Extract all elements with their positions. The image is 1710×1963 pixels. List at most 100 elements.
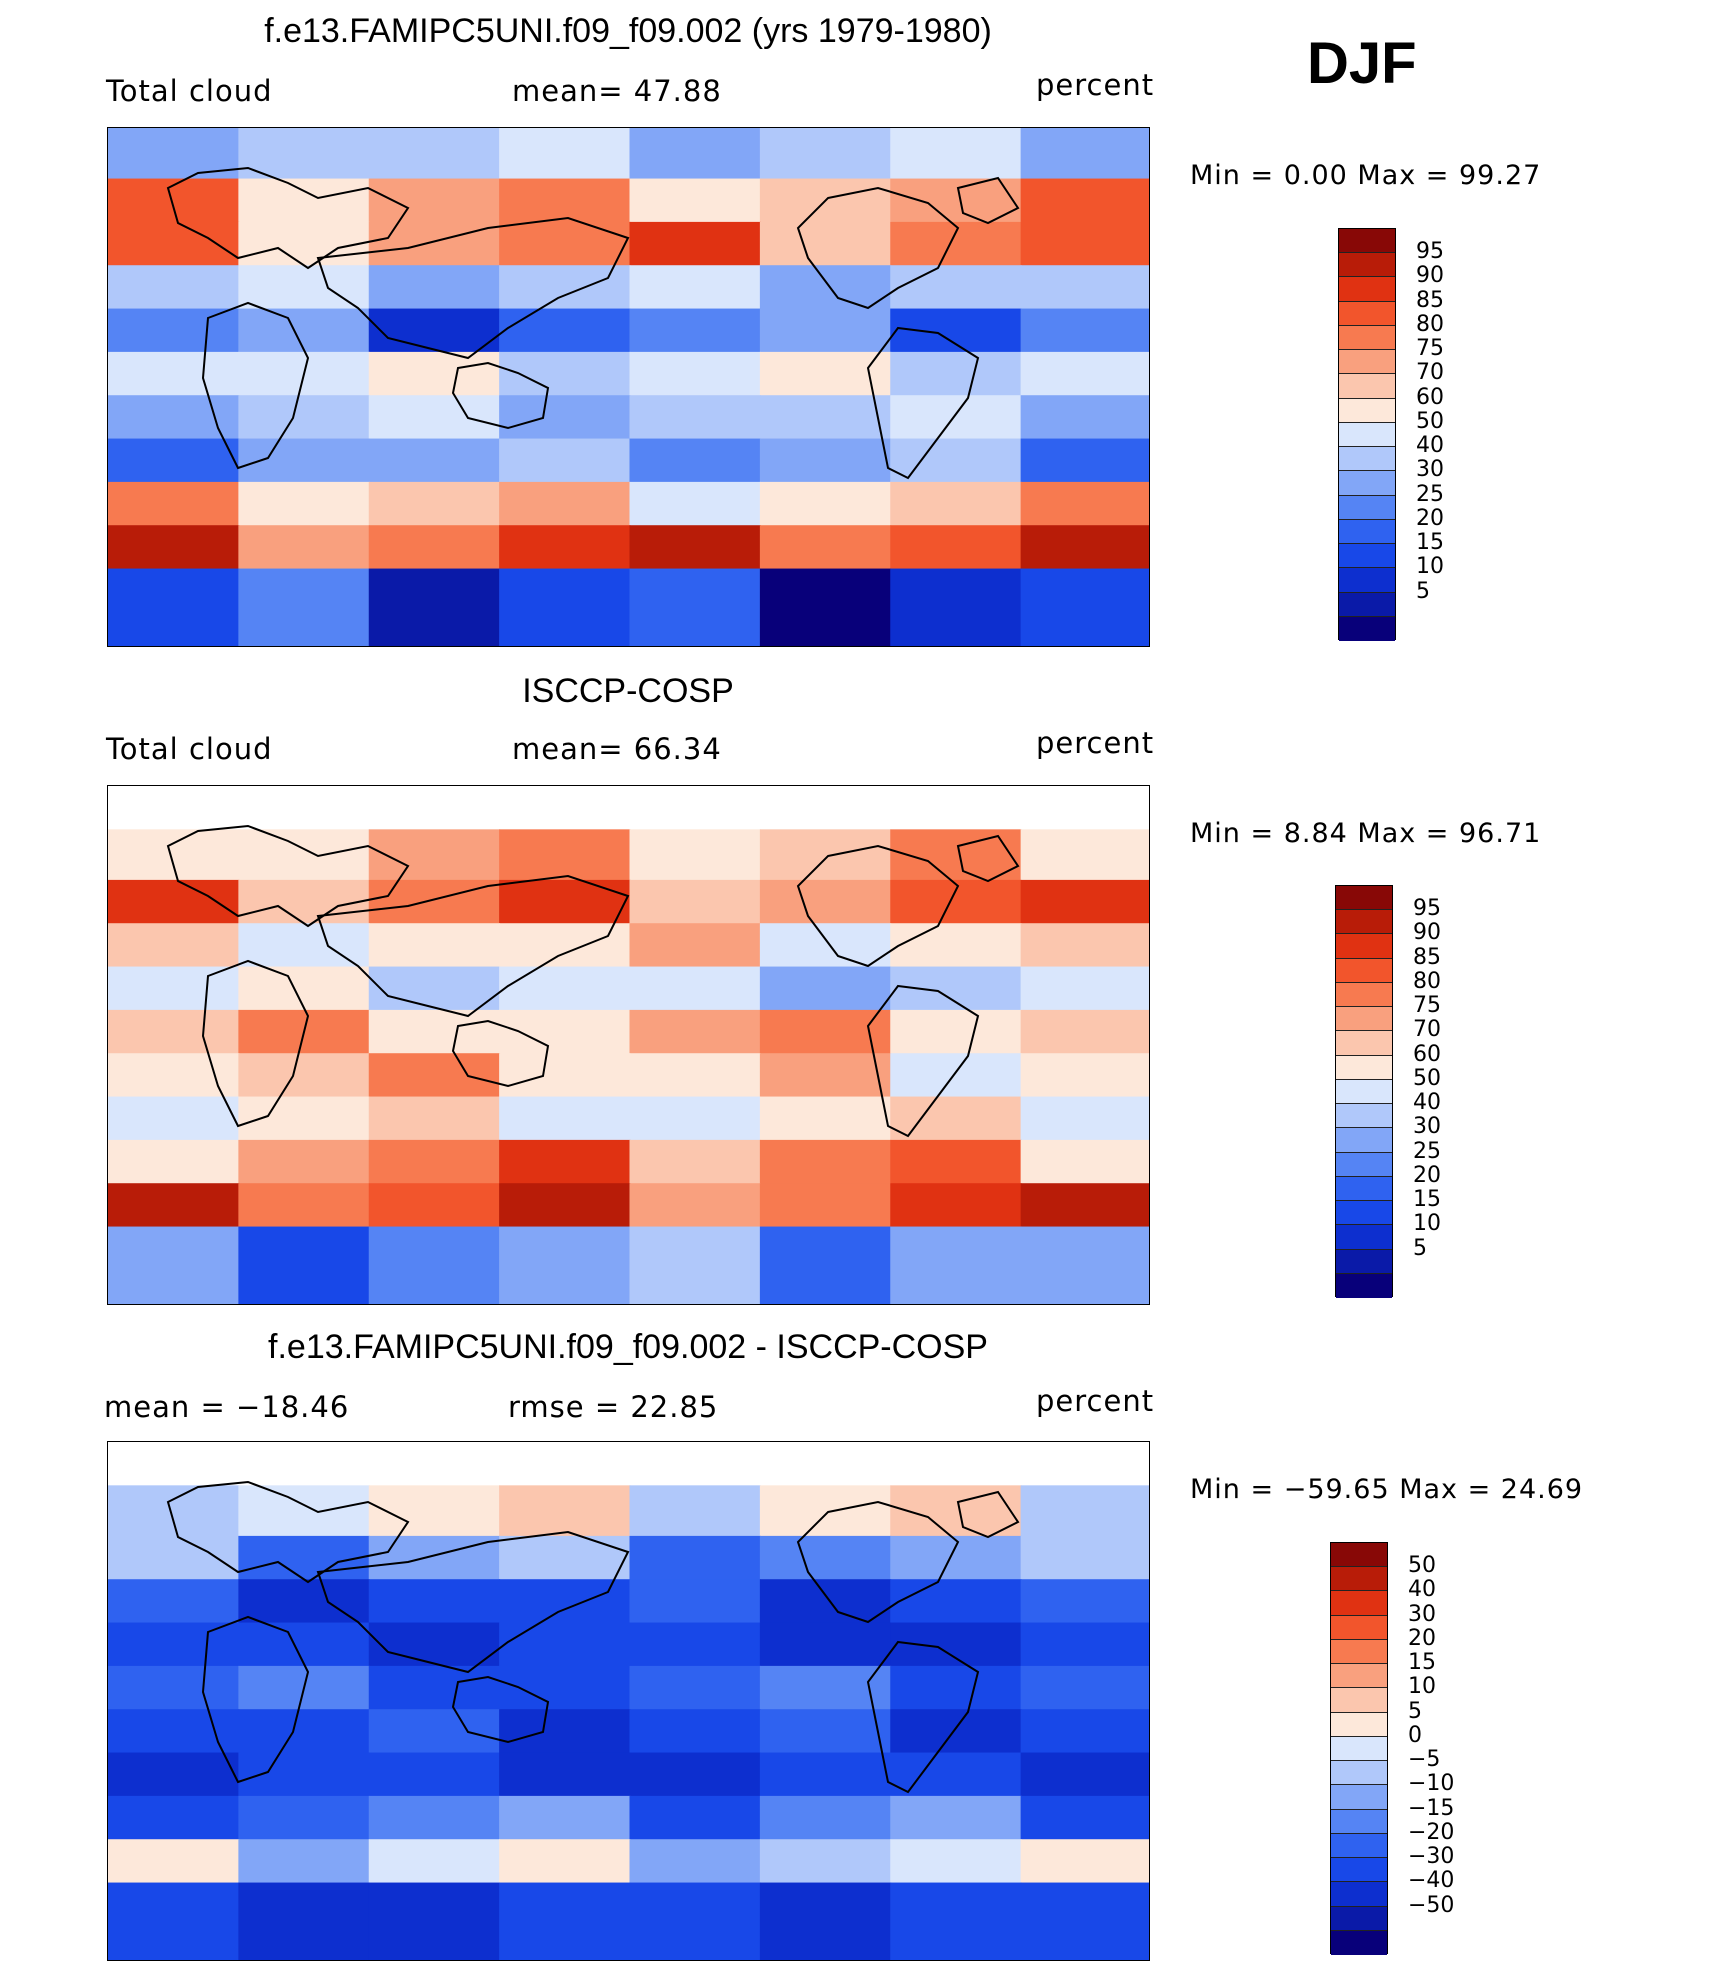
colorbar-swatch xyxy=(1336,1031,1392,1056)
map-cell xyxy=(629,438,761,483)
colorbar-tick-label: 40 xyxy=(1408,1577,1436,1603)
map-cell xyxy=(368,1009,501,1054)
map-cell xyxy=(759,1795,892,1840)
map-cell xyxy=(238,1053,370,1098)
colorbar-swatch xyxy=(1336,1176,1392,1202)
missing-data-region xyxy=(108,786,1149,830)
colorbar-tick-label: 75 xyxy=(1413,993,1441,1019)
colorbar-swatch xyxy=(1336,1055,1392,1080)
map-cell xyxy=(499,923,631,968)
map-cell xyxy=(368,1882,501,1960)
map-cell xyxy=(238,1709,370,1754)
colorbar-tick-label: −5 xyxy=(1408,1747,1441,1773)
map-cell xyxy=(238,879,370,924)
colorbar-swatch xyxy=(1336,1007,1392,1032)
colorbar-tick-label: 30 xyxy=(1413,1114,1441,1140)
map-cell xyxy=(238,481,370,526)
map-cell xyxy=(238,525,370,570)
map-cell xyxy=(890,1752,1022,1797)
coastline xyxy=(316,216,630,360)
coastline xyxy=(866,326,980,480)
colorbar-swatch xyxy=(1331,1906,1387,1931)
panel1-units-label: percent xyxy=(1036,68,1155,102)
map-cell xyxy=(1020,1535,1149,1580)
map-cell xyxy=(629,1139,761,1184)
map-cell xyxy=(890,1139,1022,1184)
map-cell xyxy=(890,1535,1022,1580)
map-cell xyxy=(238,1226,370,1304)
map-cell xyxy=(629,568,761,646)
colorbar-tick-label: 30 xyxy=(1408,1601,1436,1627)
map-cell xyxy=(108,481,240,526)
map-cell xyxy=(368,1665,501,1710)
map-cell xyxy=(108,1009,240,1054)
colorbar-tick-label: 90 xyxy=(1416,263,1444,289)
colorbar-tick-label: 5 xyxy=(1413,1235,1427,1261)
map-cell xyxy=(368,829,501,881)
panel1-colorbar-labels: 95 90 85 80 75 70 60 50 40 30 25 20 15 10 5 xyxy=(1416,228,1476,640)
panel1-mean-label: mean= 47.88 xyxy=(512,74,722,108)
panel1-minmax: Min = 0.00 Max = 99.27 xyxy=(1190,160,1542,191)
map-cell xyxy=(108,879,240,924)
map-cell xyxy=(629,1485,761,1537)
map-cell xyxy=(108,1795,240,1840)
map-cell xyxy=(108,1839,240,1884)
colorbar-tick-label: 75 xyxy=(1416,336,1444,362)
map-cell xyxy=(368,265,501,310)
map-cell xyxy=(368,1622,501,1667)
map-cell xyxy=(238,568,370,646)
coastline xyxy=(166,824,410,928)
map-cell xyxy=(499,1183,631,1228)
map-cell xyxy=(368,351,501,396)
map-cell xyxy=(1020,568,1149,646)
map-cell xyxy=(108,966,240,1011)
map-cell xyxy=(368,1795,501,1840)
map-cell xyxy=(108,395,240,440)
colorbar-swatch xyxy=(1331,1664,1387,1689)
colorbar-swatch xyxy=(1336,1128,1392,1153)
map-cell xyxy=(1020,438,1149,483)
map-cell xyxy=(499,221,631,266)
map-cell xyxy=(759,1579,892,1624)
colorbar-swatch xyxy=(1339,544,1395,569)
map-cell xyxy=(890,879,1022,924)
map-cell xyxy=(499,1622,631,1667)
map-cell xyxy=(108,221,240,266)
colorbar-swatch xyxy=(1339,592,1395,617)
colorbar-tick-label: 95 xyxy=(1416,239,1444,265)
map-cell xyxy=(108,308,240,353)
panel2-mean-label: mean= 66.34 xyxy=(512,732,722,766)
colorbar-tick-label: 85 xyxy=(1413,944,1441,970)
colorbar-swatch xyxy=(1336,934,1392,959)
map-cell xyxy=(1020,1839,1149,1884)
map-cell xyxy=(368,568,501,646)
colorbar-swatch xyxy=(1331,1639,1387,1665)
colorbar-tick-label: 70 xyxy=(1416,360,1444,386)
colorbar-tick-label: 50 xyxy=(1408,1553,1436,1579)
map-cell xyxy=(499,1139,631,1184)
panel2-title: ISCCP-COSP xyxy=(522,672,734,710)
map-cell xyxy=(759,1096,892,1141)
colorbar-tick-label: −10 xyxy=(1408,1771,1455,1797)
colorbar-swatch xyxy=(1339,350,1395,375)
map-cell xyxy=(368,395,501,440)
map-cell xyxy=(629,1709,761,1754)
map-cell xyxy=(890,481,1022,526)
map-cell xyxy=(759,308,892,353)
map-cell xyxy=(499,265,631,310)
map-cell xyxy=(499,1096,631,1141)
map-cell xyxy=(629,178,761,223)
map-cell xyxy=(890,1053,1022,1098)
map-cell xyxy=(238,221,370,266)
map-cell xyxy=(1020,1709,1149,1754)
map-cell xyxy=(368,481,501,526)
map-cell xyxy=(1020,1096,1149,1141)
map-cell xyxy=(368,1485,501,1537)
map-cell xyxy=(499,1839,631,1884)
map-cell xyxy=(890,395,1022,440)
map-cell xyxy=(759,1535,892,1580)
map-cell xyxy=(759,1709,892,1754)
colorbar-tick-label: 20 xyxy=(1413,1162,1441,1188)
map-cell xyxy=(759,1882,892,1960)
map-cell xyxy=(629,308,761,353)
